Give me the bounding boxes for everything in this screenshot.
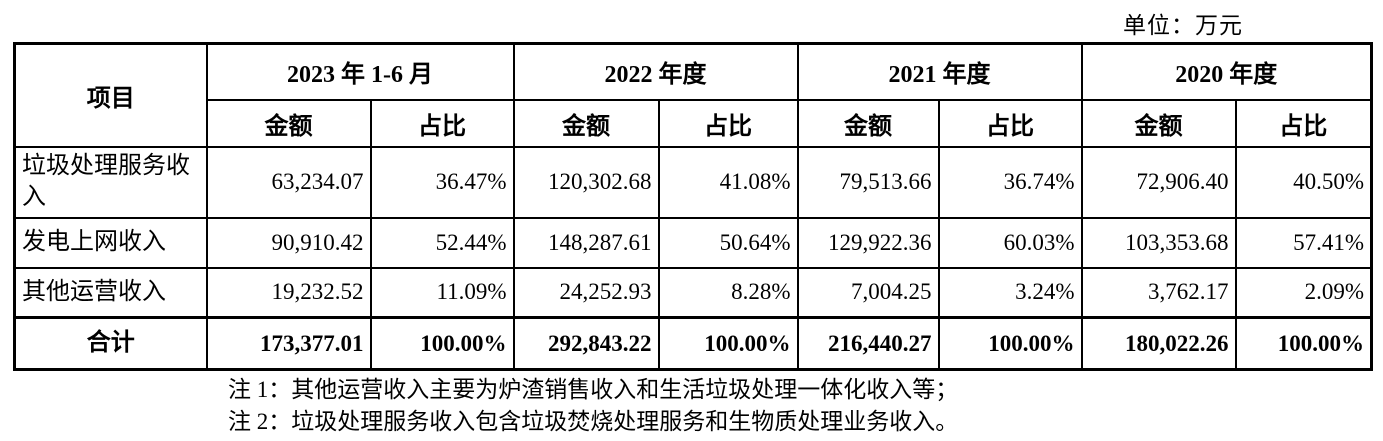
table-row-waste-treatment: 垃圾处理服务收入 63,234.07 36.47% 120,302.68 41.… <box>13 145 1373 219</box>
cell-amount: 7,004.25 <box>796 266 940 319</box>
cell-pct: 3.24% <box>937 266 1083 319</box>
column-header-period-2023: 2023 年 1-6 月 <box>205 42 515 101</box>
column-header-item: 项目 <box>13 42 208 148</box>
table-body: 垃圾处理服务收入 63,234.07 36.47% 120,302.68 41.… <box>13 145 1373 371</box>
cell-pct: 41.08% <box>657 145 799 219</box>
cell-amount: 24,252.93 <box>512 266 660 319</box>
sub-header-row: 金额 占比 金额 占比 金额 占比 金额 占比 <box>15 98 1373 148</box>
cell-pct: 100.00% <box>937 316 1083 371</box>
column-header-period-2020: 2020 年度 <box>1080 42 1373 101</box>
column-header-pct-2022: 占比 <box>657 98 799 148</box>
cell-pct: 40.50% <box>1234 145 1373 219</box>
cell-amount: 3,762.17 <box>1080 266 1237 319</box>
cell-amount: 79,513.66 <box>796 145 940 219</box>
row-item-label: 其他运营收入 <box>13 266 208 319</box>
cell-pct: 100.00% <box>1234 316 1373 371</box>
footnote-2: 注 2：垃圾处理服务收入包含垃圾焚烧处理服务和生物质处理业务收入。 <box>228 409 959 434</box>
cell-pct: 2.09% <box>1234 266 1373 319</box>
total-label: 合计 <box>13 316 208 371</box>
cell-pct: 100.00% <box>369 316 515 371</box>
cell-amount: 63,234.07 <box>205 145 372 219</box>
column-header-amount-2023: 金额 <box>205 98 372 148</box>
table-row-other-operations: 其他运营收入 19,232.52 11.09% 24,252.93 8.28% … <box>13 266 1373 319</box>
row-item-label: 垃圾处理服务收入 <box>13 145 208 219</box>
cell-amount: 216,440.27 <box>796 316 940 371</box>
period-header-row: 项目 2023 年 1-6 月 2022 年度 2021 年度 2020 年度 <box>13 42 1373 148</box>
cell-amount: 292,843.22 <box>512 316 660 371</box>
column-header-pct-2021: 占比 <box>937 98 1083 148</box>
cell-amount: 148,287.61 <box>512 216 660 269</box>
table-header: 项目 2023 年 1-6 月 2022 年度 2021 年度 2020 年度 … <box>13 42 1373 148</box>
cell-amount: 129,922.36 <box>796 216 940 269</box>
cell-amount: 90,910.42 <box>205 216 372 269</box>
cell-amount: 72,906.40 <box>1080 145 1237 219</box>
cell-amount: 103,353.68 <box>1080 216 1237 269</box>
cell-amount: 120,302.68 <box>512 145 660 219</box>
cell-pct: 52.44% <box>369 216 515 269</box>
cell-pct: 100.00% <box>657 316 799 371</box>
row-item-label: 发电上网收入 <box>13 216 208 269</box>
cell-pct: 8.28% <box>657 266 799 319</box>
column-header-period-2021: 2021 年度 <box>796 42 1083 101</box>
cell-amount: 173,377.01 <box>205 316 372 371</box>
unit-label: 单位：万元 <box>1123 13 1243 38</box>
column-header-pct-2023: 占比 <box>369 98 515 148</box>
cell-pct: 60.03% <box>937 216 1083 269</box>
table-row-power-generation: 发电上网收入 90,910.42 52.44% 148,287.61 50.64… <box>13 216 1373 269</box>
footnotes: 注 1：其他运营收入主要为炉渣销售收入和生活垃圾处理一体化收入等； 注 2：垃圾… <box>228 374 958 438</box>
table-row-total: 合计 173,377.01 100.00% 292,843.22 100.00%… <box>13 316 1373 371</box>
cell-amount: 19,232.52 <box>205 266 372 319</box>
column-header-amount-2022: 金额 <box>512 98 660 148</box>
footnote-1: 注 1：其他运营收入主要为炉渣销售收入和生活垃圾处理一体化收入等； <box>228 377 959 402</box>
column-header-amount-2020: 金额 <box>1080 98 1237 148</box>
cell-pct: 36.74% <box>937 145 1083 219</box>
cell-pct: 50.64% <box>657 216 799 269</box>
cell-amount: 180,022.26 <box>1080 316 1237 371</box>
column-header-period-2022: 2022 年度 <box>512 42 799 101</box>
cell-pct: 57.41% <box>1234 216 1373 269</box>
cell-pct: 36.47% <box>369 145 515 219</box>
column-header-pct-2020: 占比 <box>1234 98 1373 148</box>
revenue-table: 项目 2023 年 1-6 月 2022 年度 2021 年度 2020 年度 … <box>13 42 1373 371</box>
column-header-amount-2021: 金额 <box>796 98 940 148</box>
cell-pct: 11.09% <box>369 266 515 319</box>
